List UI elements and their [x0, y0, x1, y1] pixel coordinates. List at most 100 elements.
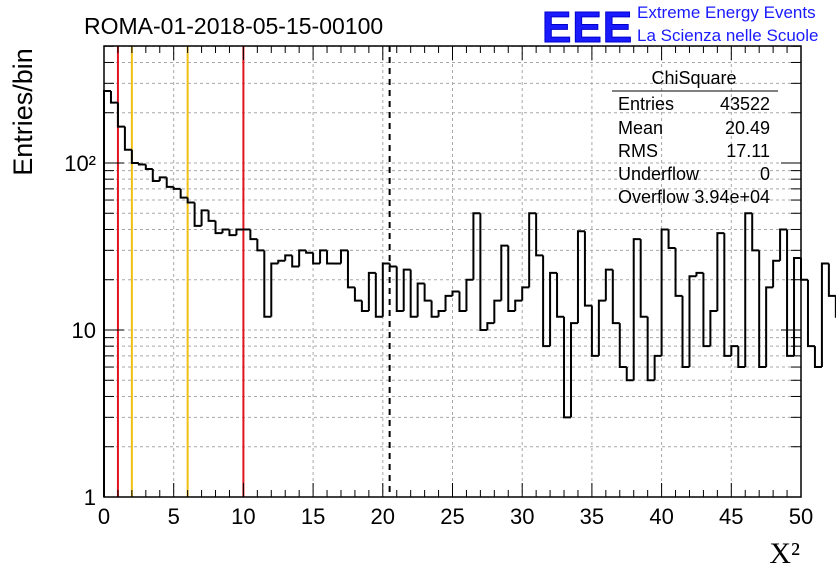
logo-line-1: Extreme Energy Events — [637, 3, 816, 22]
histogram-bin — [263, 250, 272, 318]
x-tick-label: 10 — [231, 504, 255, 529]
histogram-bin — [186, 197, 195, 204]
histogram-bin — [277, 259, 286, 264]
histogram-bin — [402, 268, 411, 311]
histogram-bin — [793, 256, 801, 356]
y-tick-label: 10² — [64, 151, 96, 176]
histogram-bin — [346, 250, 355, 289]
histogram-bin — [583, 231, 592, 307]
histogram-bin — [437, 309, 446, 317]
stats-label-rms: RMS — [618, 141, 658, 161]
histogram-bin — [158, 176, 167, 182]
histogram-bin — [528, 212, 537, 288]
x-tick-label: 40 — [649, 504, 673, 529]
histogram-bin — [569, 322, 578, 418]
stats-label-overflow: Overflow — [618, 187, 690, 207]
histogram-bin — [639, 239, 648, 318]
histogram-bin — [820, 262, 829, 368]
x-tick-label: 45 — [719, 504, 743, 529]
histogram-bin — [730, 345, 739, 356]
histogram-bin — [737, 346, 746, 369]
histogram-bin — [765, 286, 774, 368]
histogram-bin — [465, 278, 474, 311]
histogram-bin — [716, 232, 725, 311]
histogram-bin — [458, 291, 467, 312]
x-tick-label: 25 — [440, 504, 464, 529]
histogram-bin — [367, 271, 376, 311]
x-axis-label: X² — [769, 537, 800, 570]
stats-label-underflow: Underflow — [618, 164, 700, 184]
histogram-bin — [702, 272, 711, 348]
histogram-bin — [653, 354, 662, 381]
run-title: ROMA-01-2018-05-15-00100 — [84, 13, 383, 39]
grid — [104, 45, 801, 497]
logo-line-2: La Scienza nelle Scuole — [637, 26, 818, 45]
histogram-bin — [514, 299, 523, 311]
histogram-bin — [103, 89, 111, 497]
stats-value-mean: 20.49 — [725, 118, 770, 138]
stats-label-mean: Mean — [618, 118, 663, 138]
histogram-bin — [451, 290, 460, 296]
tick-labels: 0 5 10 15 20 25 30 35 40 45 50 1 10 10² — [64, 151, 813, 529]
histogram-bin — [430, 300, 439, 318]
histogram-bin — [800, 257, 808, 281]
histogram-bin — [326, 250, 335, 265]
histogram-bin — [207, 210, 216, 222]
histogram-bin — [688, 275, 697, 368]
histogram-bin — [416, 282, 425, 317]
histogram-bin — [479, 213, 488, 331]
histogram-bin — [535, 213, 544, 257]
histogram-bin — [109, 90, 118, 104]
histogram-bin — [576, 230, 585, 324]
x-tick-label: 15 — [301, 504, 325, 529]
histogram-bin — [339, 249, 348, 264]
histogram-bin — [256, 239, 265, 252]
histogram-bin — [563, 316, 571, 419]
histogram-bin — [130, 149, 139, 164]
stats-value-entries: 43522 — [720, 94, 770, 114]
histogram-bin — [660, 228, 669, 356]
histogram-bin — [549, 271, 558, 347]
histogram-bin — [423, 283, 432, 302]
histogram-bin — [381, 262, 390, 317]
histogram-bin — [235, 228, 244, 236]
histogram-bin — [388, 263, 397, 268]
histogram-bin — [611, 269, 620, 325]
axes — [103, 45, 802, 498]
histogram-bin — [500, 244, 509, 301]
histogram-bin — [542, 255, 551, 348]
stats-title: ChiSquare — [651, 68, 736, 88]
y-axis-label: Entries/bin — [8, 48, 38, 176]
histogram-bin — [632, 238, 641, 381]
x-tick-label: 20 — [371, 504, 395, 529]
stats-value-overflow: 3.94e+04 — [694, 187, 770, 207]
histogram-bin — [813, 346, 822, 369]
histogram-bin — [284, 254, 293, 261]
histogram-bin — [772, 259, 781, 288]
histogram-bin — [827, 263, 836, 297]
histogram-bin — [395, 266, 404, 312]
histogram-bin — [200, 209, 209, 226]
histogram-bin — [779, 228, 788, 261]
x-tick-label: 50 — [789, 504, 813, 529]
histogram-bin — [228, 229, 237, 237]
histogram-bin — [144, 164, 153, 171]
histogram-bin — [249, 229, 258, 241]
x-tick-label: 0 — [98, 504, 110, 529]
histogram-bin — [165, 177, 174, 188]
x-tick-label: 5 — [168, 504, 180, 529]
histogram-bin — [674, 247, 683, 297]
histogram-bin — [521, 286, 530, 301]
histogram-bin — [444, 294, 453, 311]
histogram-bin — [319, 249, 328, 264]
histogram-bin — [618, 323, 627, 369]
histogram-bin — [137, 163, 146, 166]
histogram-bin — [646, 316, 655, 382]
histogram-bin — [786, 229, 795, 357]
histogram-bin — [374, 272, 383, 318]
histogram-bin — [305, 250, 314, 254]
histogram-bin — [744, 212, 753, 368]
eee-logo: EEE — [542, 3, 633, 52]
histogram-bin — [214, 220, 223, 235]
histogram-bin — [409, 269, 418, 318]
